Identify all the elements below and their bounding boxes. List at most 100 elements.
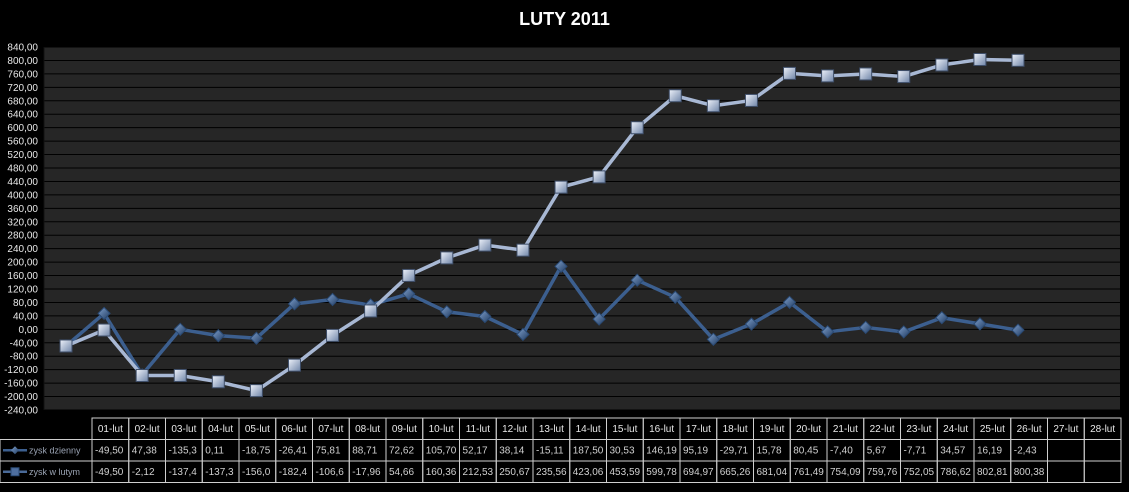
category-label: 22-lut xyxy=(870,424,895,435)
table-value: 38,14 xyxy=(499,446,524,457)
data-point-square xyxy=(554,180,568,194)
legend-key-marker xyxy=(11,446,19,455)
table-value: 453,59 xyxy=(610,467,641,478)
table-value: 187,50 xyxy=(573,446,604,457)
y-tick-label: -200,00 xyxy=(4,392,38,403)
y-tick-label: 560,00 xyxy=(7,137,38,148)
data-point-diamond xyxy=(554,259,568,274)
legend-key-marker xyxy=(10,467,20,477)
data-point-square xyxy=(97,323,111,337)
data-point-diamond xyxy=(782,295,797,310)
table-value: 54,66 xyxy=(389,467,414,478)
y-tick-label: 120,00 xyxy=(7,285,38,296)
data-point-diamond xyxy=(325,292,340,307)
category-label: 17-lut xyxy=(686,424,711,435)
table-value: -7,40 xyxy=(830,446,853,457)
category-label: 24-lut xyxy=(943,424,968,435)
data-point-diamond xyxy=(744,317,759,331)
table-value: -137,4 xyxy=(169,467,198,478)
table-value: 599,78 xyxy=(646,467,677,478)
y-tick-label: 40,00 xyxy=(13,311,38,322)
table-value: 665,26 xyxy=(720,467,751,478)
category-label: 08-lut xyxy=(355,424,380,435)
y-tick-label: 200,00 xyxy=(7,258,38,269)
data-point-diamond xyxy=(249,331,264,345)
data-point-square xyxy=(326,328,340,342)
data-point-square xyxy=(287,358,301,372)
legend-label: zysk w lutym xyxy=(29,467,80,477)
table-value: -17,96 xyxy=(352,467,381,478)
category-label: 16-lut xyxy=(649,424,674,435)
table-value: 16,19 xyxy=(977,446,1002,457)
data-point-square xyxy=(402,268,416,282)
data-point-diamond xyxy=(173,322,187,337)
category-label: 26-lut xyxy=(1017,424,1042,435)
category-label: 12-lut xyxy=(502,424,527,435)
table-value: 235,56 xyxy=(536,467,567,478)
table-value: 80,45 xyxy=(793,446,818,457)
category-label: 06-lut xyxy=(282,424,307,435)
y-tick-label: -80,00 xyxy=(10,352,39,363)
category-label: 27-lut xyxy=(1053,424,1078,435)
table-value: -106,6 xyxy=(316,467,345,478)
table-value: 250,67 xyxy=(499,467,530,478)
category-label: 04-lut xyxy=(208,424,233,435)
data-point-diamond xyxy=(402,287,416,301)
table-value: 761,49 xyxy=(793,467,824,478)
category-label: 19-lut xyxy=(759,424,784,435)
table-value: 0,11 xyxy=(205,446,224,457)
data-point-diamond xyxy=(592,312,606,326)
y-tick-label: 520,00 xyxy=(7,150,38,161)
y-tick-label: -40,00 xyxy=(10,338,39,349)
table-cell xyxy=(1083,439,1122,462)
table-value: -135,3 xyxy=(169,446,198,457)
y-tick-label: 640,00 xyxy=(7,110,38,121)
category-label: 14-lut xyxy=(576,424,601,435)
y-tick-label: 720,00 xyxy=(7,83,38,94)
category-label: 21-lut xyxy=(833,424,858,435)
table-value: -137,3 xyxy=(205,467,234,478)
table-value: 694,97 xyxy=(683,467,714,478)
data-point-square xyxy=(821,69,835,83)
data-point-diamond xyxy=(1011,323,1025,337)
y-tick-label: 760,00 xyxy=(7,69,38,80)
category-label: 11-lut xyxy=(466,424,490,435)
y-tick-label: 600,00 xyxy=(7,123,38,134)
table-value: 146,19 xyxy=(646,446,677,457)
table-cell xyxy=(1083,460,1122,483)
data-point-square xyxy=(1011,53,1025,67)
y-tick-label: 840,00 xyxy=(7,43,38,54)
category-label: 09-lut xyxy=(392,424,417,435)
y-tick-label: 680,00 xyxy=(7,96,38,107)
table-value: -26,41 xyxy=(279,446,308,457)
table-value: -49,50 xyxy=(95,446,124,457)
table-value: 786,62 xyxy=(940,467,971,478)
category-label: 28-lut xyxy=(1090,424,1115,435)
data-point-diamond xyxy=(478,309,492,324)
data-point-diamond xyxy=(287,297,302,311)
table-value: 759,76 xyxy=(867,467,898,478)
table-value: 95,19 xyxy=(683,446,708,457)
series-line-1 xyxy=(64,264,1019,377)
data-point-diamond xyxy=(211,328,226,343)
data-point-square xyxy=(211,375,225,389)
table-value: -7,71 xyxy=(904,446,927,457)
table-value: 52,17 xyxy=(463,446,488,457)
data-point-diamond xyxy=(897,325,911,339)
category-label: 03-lut xyxy=(171,424,196,435)
data-point-diamond xyxy=(668,290,682,305)
category-label: 10-lut xyxy=(429,424,454,435)
legend-label: zysk dzienny xyxy=(29,446,81,456)
data-point-square xyxy=(668,89,682,103)
category-label: 02-lut xyxy=(135,424,160,435)
table-value: -18,75 xyxy=(242,446,271,457)
table-value: 681,04 xyxy=(757,467,788,478)
category-label: 15-lut xyxy=(612,424,637,435)
table-value: -2,43 xyxy=(1014,446,1037,457)
data-point-diamond xyxy=(973,317,987,331)
table-value: 15,78 xyxy=(757,446,782,457)
table-cell xyxy=(1047,460,1085,483)
data-point-square xyxy=(440,251,454,265)
y-tick-label: 800,00 xyxy=(7,56,38,67)
